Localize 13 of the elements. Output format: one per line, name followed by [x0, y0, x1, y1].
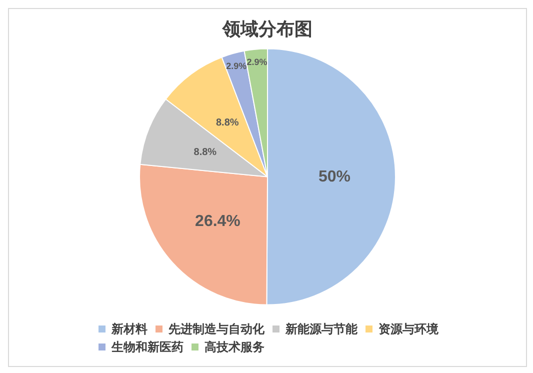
- data-label: 8.8%: [194, 146, 217, 158]
- legend-label: 先进制造与自动化: [168, 322, 266, 336]
- data-label: 2.9%: [246, 57, 268, 68]
- legend-label: 新能源与节能: [284, 322, 358, 336]
- legend-label: 生物和新医药: [110, 340, 184, 354]
- chart-title: 领域分布图: [222, 19, 312, 39]
- data-label: 2.9%: [226, 60, 247, 71]
- legend-label: 资源与环境: [378, 322, 440, 336]
- legend-label: 高技术服务: [204, 340, 264, 354]
- legend-label: 新材料: [110, 322, 148, 336]
- data-label: 26.4%: [195, 213, 240, 230]
- data-label: 50%: [318, 168, 351, 186]
- data-label: 8.8%: [216, 118, 239, 129]
